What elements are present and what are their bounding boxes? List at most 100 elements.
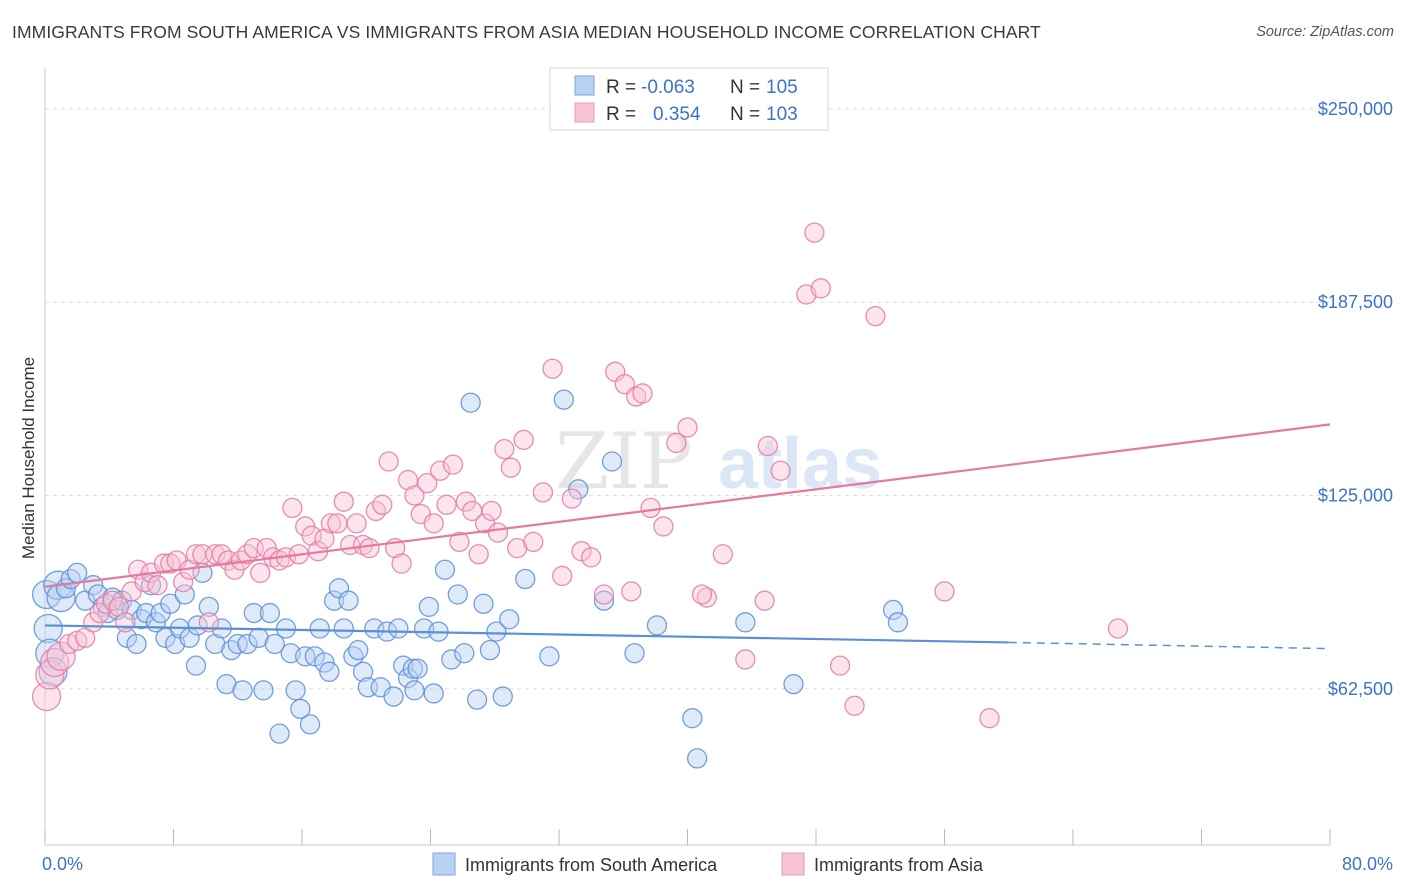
point-south-america-85	[479, 640, 501, 661]
point-south-america-49	[285, 680, 306, 701]
point-asia-33	[250, 562, 271, 583]
point-asia-17	[147, 575, 168, 596]
trend-line-asia	[44, 423, 1331, 588]
source-label: Source: ZipAtlas.com	[1256, 24, 1394, 40]
point-asia-48	[346, 513, 367, 534]
legend-r-value-1: -0.063	[641, 77, 695, 98]
point-asia-81	[580, 547, 602, 568]
legend-n-label-1: N =	[730, 77, 760, 98]
point-asia-103	[979, 708, 1000, 729]
point-asia-70	[487, 522, 509, 543]
point-south-america-1	[33, 613, 63, 644]
grid-lines	[45, 108, 1330, 690]
x-tick-labels: 0.0% 80.0%	[42, 854, 1393, 874]
point-south-america-99	[735, 612, 756, 633]
chart-title: IMMIGRANTS FROM SOUTH AMERICA VS IMMIGRA…	[12, 22, 1041, 42]
y-tick-label-3: $250,000	[1318, 99, 1393, 119]
point-south-america-19	[126, 633, 147, 655]
point-south-america-40	[237, 633, 258, 655]
point-south-america-53	[304, 646, 326, 667]
legend-n-value-2: 103	[766, 104, 798, 125]
point-south-america-8	[66, 562, 88, 583]
point-asia-104	[1107, 618, 1129, 639]
point-asia-3	[46, 641, 76, 671]
point-south-america-104	[187, 615, 208, 636]
point-asia-0	[31, 681, 62, 712]
point-asia-25	[198, 612, 219, 633]
point-asia-93	[735, 649, 756, 670]
point-asia-90	[677, 417, 698, 438]
point-asia-82	[593, 584, 615, 605]
point-south-america-82	[460, 392, 481, 413]
point-asia-74	[513, 429, 534, 451]
point-asia-105	[691, 584, 713, 605]
x-tick-label-0: 0.0%	[42, 854, 83, 874]
point-asia-97	[804, 222, 825, 243]
point-south-america-83	[466, 689, 488, 710]
data-points	[31, 222, 1129, 769]
point-asia-99	[829, 655, 851, 676]
bottom-legend: Immigrants from South America Immigrants…	[432, 852, 984, 876]
point-asia-12	[115, 612, 136, 633]
point-asia-63	[442, 454, 464, 475]
point-south-america-80	[447, 584, 468, 605]
legend-r-value-2: 0.354	[653, 104, 701, 125]
point-south-america-78	[434, 559, 456, 580]
x-tick-label-1: 80.0%	[1342, 854, 1393, 874]
point-asia-87	[640, 497, 661, 519]
point-south-america-45	[264, 633, 285, 655]
trend-line-south-america-extension	[1008, 641, 1331, 650]
point-south-america-54	[309, 618, 330, 639]
point-asia-43	[314, 528, 335, 549]
point-asia-45	[327, 513, 348, 534]
point-south-america-89	[515, 568, 536, 590]
point-asia-76	[532, 482, 554, 503]
point-south-america-55	[314, 652, 335, 673]
point-asia-80	[571, 541, 592, 562]
y-tick-label-0: $62,500	[1328, 679, 1393, 699]
point-south-america-17	[116, 627, 138, 648]
point-asia-46	[333, 491, 354, 512]
point-asia-98	[810, 278, 831, 299]
point-asia-100	[844, 695, 865, 716]
y-tick-labels: $62,500 $125,000 $187,500 $250,000	[1318, 99, 1393, 699]
point-south-america-26	[160, 593, 181, 614]
point-south-america-76	[423, 683, 444, 704]
point-asia-92	[712, 544, 733, 565]
point-asia-26	[205, 544, 226, 565]
point-south-america-46	[269, 723, 290, 744]
bottom-legend-swatch-south-america	[432, 852, 456, 876]
point-asia-57	[404, 485, 425, 506]
bottom-legend-swatch-asia	[781, 852, 805, 876]
point-south-america-72	[402, 658, 423, 679]
point-asia-79	[561, 488, 582, 509]
point-south-america-86	[486, 621, 507, 642]
point-asia-107	[754, 590, 775, 611]
legend-swatch-south-america	[574, 75, 595, 96]
point-south-america-33	[198, 596, 219, 618]
point-asia-50	[359, 537, 380, 559]
point-south-america-31	[185, 655, 207, 676]
point-south-america-81	[454, 643, 475, 664]
point-asia-71	[494, 438, 515, 460]
y-axis-title: Median Household Income	[19, 357, 38, 559]
point-asia-21	[172, 571, 194, 593]
point-asia-38	[282, 497, 303, 519]
point-south-america-87	[492, 686, 513, 707]
point-asia-101	[865, 305, 886, 327]
trend-line-south-america	[44, 624, 1009, 644]
point-south-america-43	[253, 680, 274, 701]
point-south-america-95	[624, 643, 645, 664]
point-south-america-88	[499, 609, 520, 630]
axes	[44, 68, 1331, 846]
point-asia-67	[468, 544, 489, 565]
point-asia-102	[934, 581, 955, 602]
point-south-america-94	[601, 451, 623, 472]
point-asia-41	[301, 525, 322, 546]
point-south-america-60	[338, 590, 359, 611]
legend-box: R = -0.063 N = 105 R = 0.354 N = 103	[549, 67, 829, 131]
point-south-america-101	[882, 599, 904, 621]
point-south-america-93	[593, 590, 615, 611]
point-south-america-69	[388, 618, 409, 639]
point-asia-61	[429, 460, 451, 481]
